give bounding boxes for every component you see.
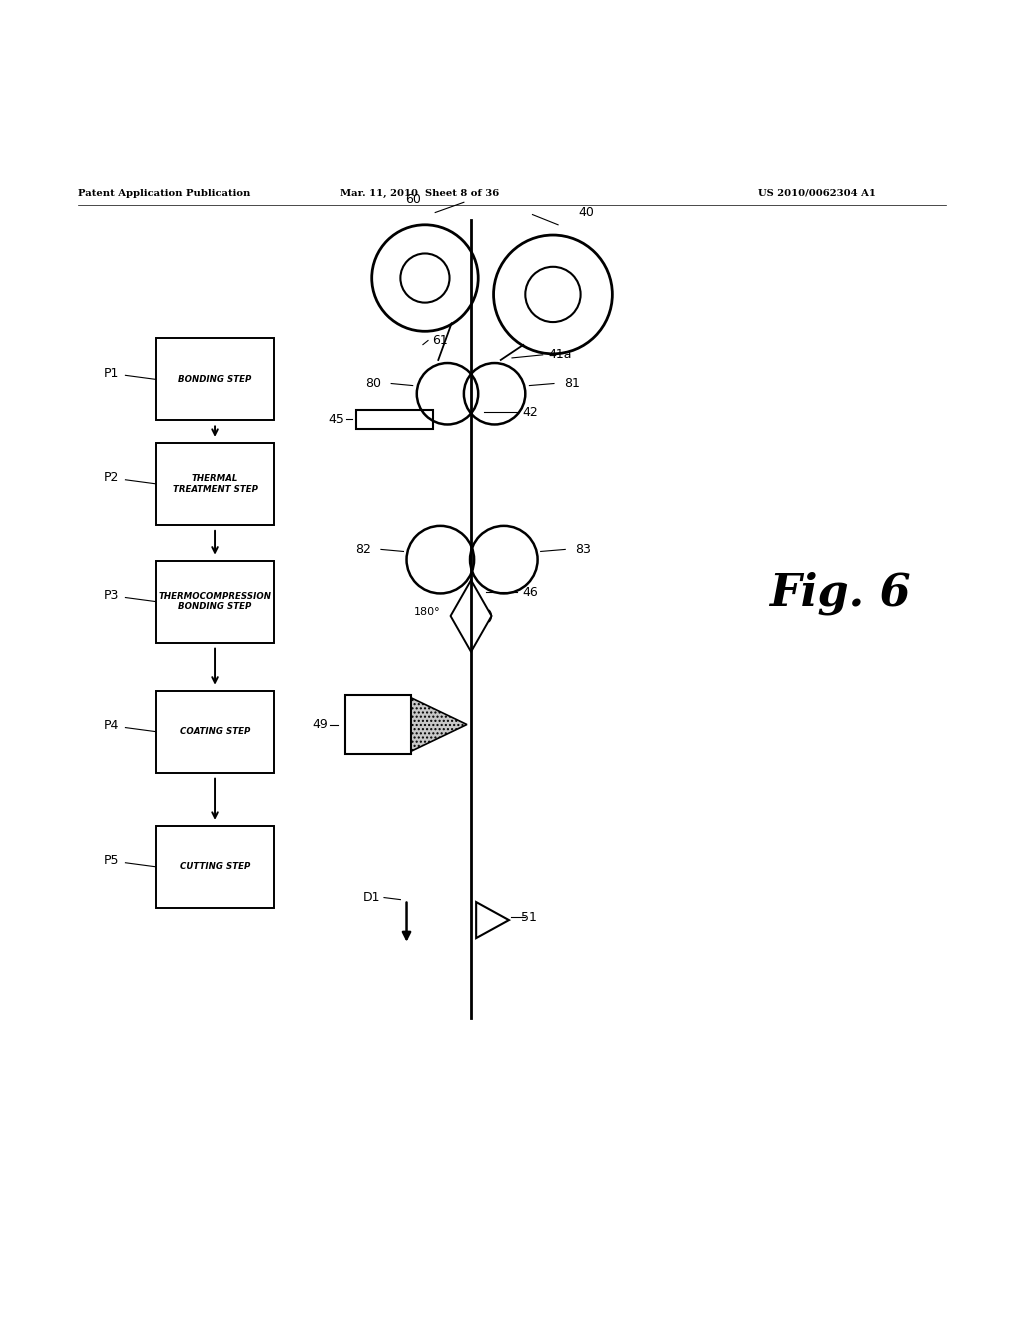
Bar (156, 690, 274, 772)
Text: 61: 61 (432, 334, 447, 347)
Text: 80: 80 (365, 378, 381, 389)
Bar (156, 338, 274, 420)
Polygon shape (411, 698, 467, 751)
Text: P1: P1 (103, 367, 119, 380)
Text: 81: 81 (564, 378, 581, 389)
Text: THERMOCOMPRESSION
BONDING STEP: THERMOCOMPRESSION BONDING STEP (159, 591, 271, 611)
Text: 51: 51 (521, 911, 538, 924)
Text: 45: 45 (328, 413, 344, 426)
Text: Fig. 6: Fig. 6 (769, 572, 910, 615)
Text: COATING STEP: COATING STEP (180, 727, 250, 737)
Text: 41a: 41a (549, 348, 572, 362)
Text: 83: 83 (575, 543, 592, 556)
Text: P4: P4 (103, 719, 119, 733)
Text: CUTTING STEP: CUTTING STEP (180, 862, 250, 871)
Text: 46: 46 (522, 586, 538, 599)
Text: BONDING STEP: BONDING STEP (178, 375, 252, 384)
Text: 49: 49 (312, 718, 328, 731)
Text: D1: D1 (362, 891, 380, 904)
Bar (156, 444, 274, 525)
Bar (356, 411, 433, 429)
Text: Mar. 11, 2010  Sheet 8 of 36: Mar. 11, 2010 Sheet 8 of 36 (340, 189, 500, 198)
Text: P5: P5 (103, 854, 119, 867)
Bar (344, 694, 412, 754)
Bar (156, 826, 274, 908)
Text: Patent Application Publication: Patent Application Publication (78, 189, 250, 198)
Text: THERMAL
TREATMENT STEP: THERMAL TREATMENT STEP (172, 474, 258, 494)
Bar (156, 561, 274, 643)
Polygon shape (476, 902, 509, 939)
Text: US 2010/0062304 A1: US 2010/0062304 A1 (758, 189, 876, 198)
Text: 82: 82 (354, 543, 371, 556)
Text: 180°: 180° (414, 607, 440, 616)
Text: 40: 40 (579, 206, 595, 219)
Text: 42: 42 (522, 405, 538, 418)
Text: P3: P3 (103, 589, 119, 602)
Text: P2: P2 (103, 471, 119, 484)
Text: 60: 60 (404, 193, 421, 206)
